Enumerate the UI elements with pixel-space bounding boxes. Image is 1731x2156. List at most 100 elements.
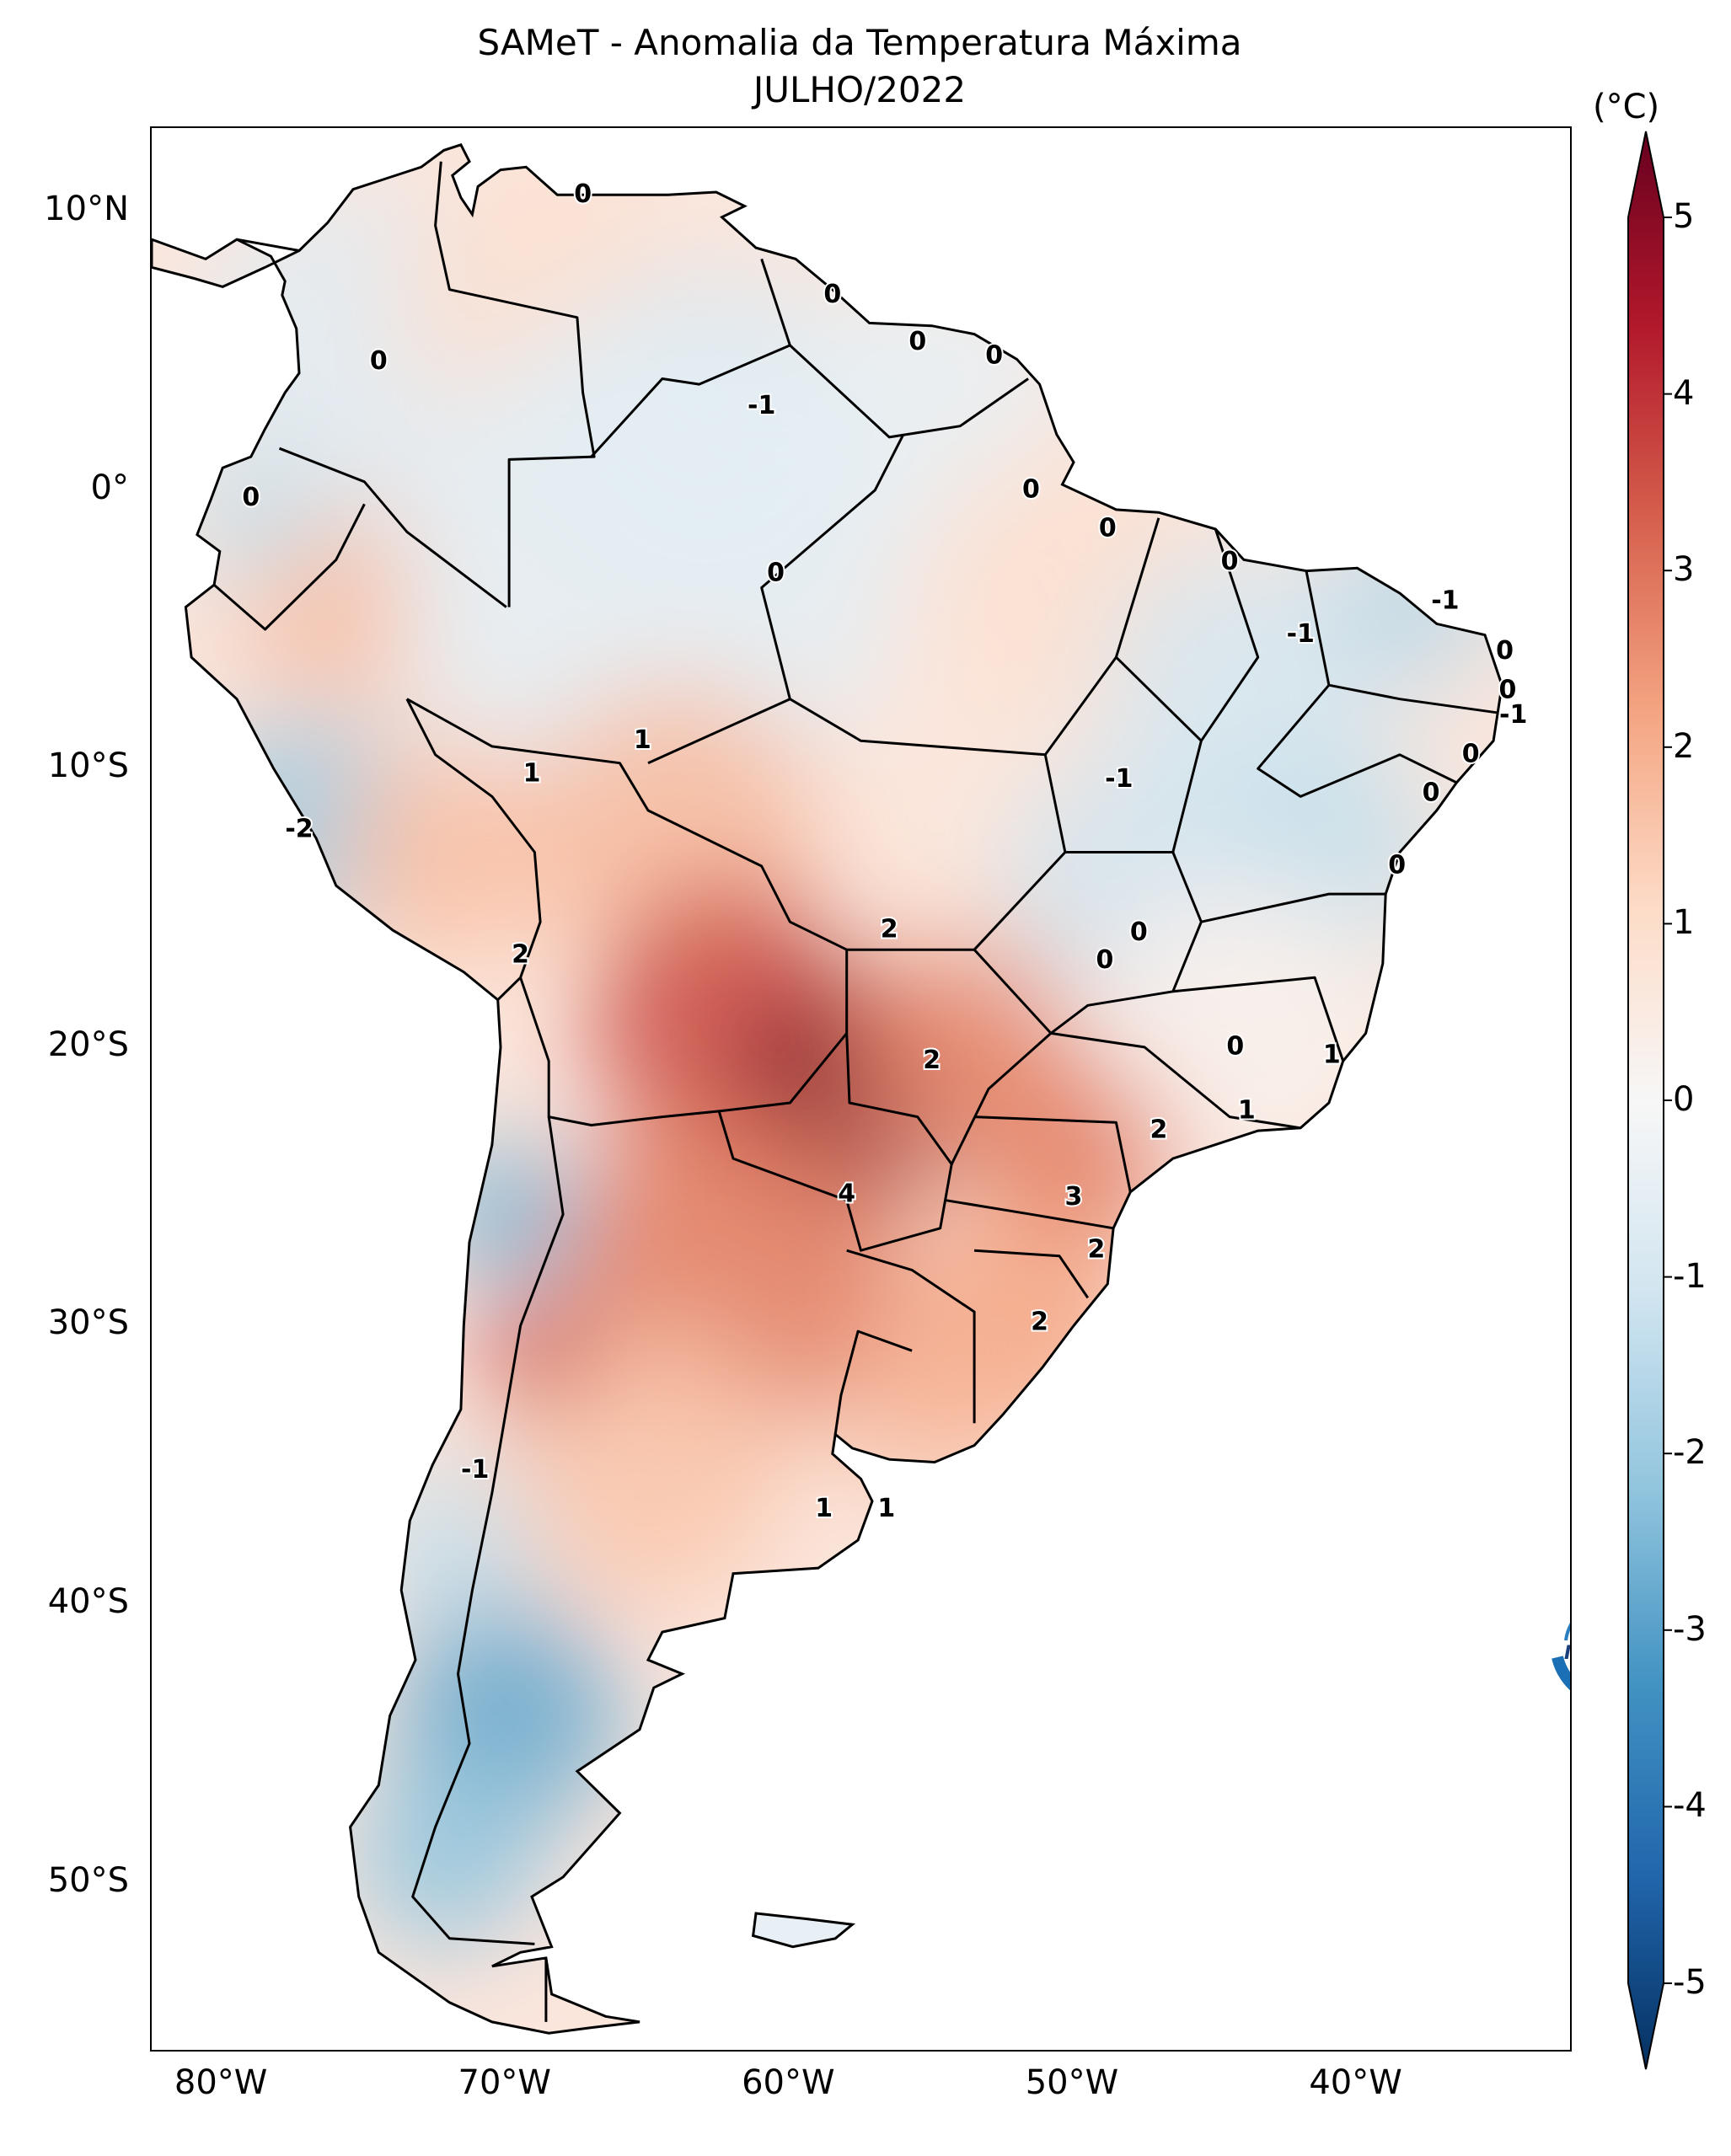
anomaly-region-30 [506,1938,620,2034]
border-line-4 [789,344,1029,439]
inpe-logo: INPE [1551,1623,1572,1691]
border-line-0 [278,447,507,608]
latitude-tick-label: 10°S [47,746,129,786]
contour-label: 4 [838,1180,855,1209]
colorbar-tick-label: 3 [1673,550,1695,590]
anomaly-region-25 [478,1297,592,1410]
latitude-tick-label: 20°S [47,1025,129,1064]
contour-label: 0 [1499,675,1517,704]
contour-label: 2 [1031,1308,1048,1337]
colorbar-tick-label: -2 [1673,1433,1707,1473]
map-subtitle: JULHO/2022 [753,69,967,110]
border-line-14 [1050,1031,1301,1130]
anomaly-field [180,156,1499,2034]
contour-label: 0 [1226,1031,1244,1061]
border-line-16 [946,1199,1114,1230]
colorbar-unit-label: (°C) [1593,88,1660,126]
contour-label: 2 [881,915,898,944]
anomaly-region-11 [335,741,564,964]
contour-label: 0 [370,346,388,376]
latitude-tick-label: 30°S [47,1303,129,1343]
border-line-9 [833,1329,913,1435]
contour-label: 0 [1462,739,1480,768]
contour-label: 2 [512,939,529,969]
border-line-2 [434,161,596,607]
border-line-3 [590,258,791,458]
longitude-tick-label: 80°W [174,2063,268,2102]
land-area [152,142,1503,2035]
contour-label: 0 [1496,636,1514,666]
latitude-tick-label: 0° [90,468,129,507]
latitude-tick-label: 10°N [44,190,129,229]
falkland-islands [751,1912,856,1949]
contour-label: 0 [908,327,926,356]
anomaly-region-6 [393,323,903,825]
map-panel: 0 0 0 0 0 0 -1 0 0 0 0 -1 -1 0 0 -1 0 0 0 1 1 -1 -2 2 0 0 2 2 0 1 2 1 4 3… [150,126,1572,2052]
latitude-tick-label: 50°S [47,1860,129,1900]
border-line-21 [1050,851,1203,1035]
contour-label: 0 [1096,945,1114,975]
colorbar-tick-label: -5 [1673,1963,1707,2002]
contour-label: 1 [523,758,541,788]
contour-label: 0 [767,558,785,587]
colorbar-tick-label: -1 [1673,1256,1707,1296]
border-line-27 [236,238,300,252]
longitude-tick-label: 70°W [458,2063,551,2102]
border-line-20 [1064,656,1203,853]
contour-label: 1 [877,1494,895,1523]
longitude-tick-label: 50°W [1025,2063,1119,2102]
logo-text: INPE [1564,1643,1572,1664]
colorbar-gradient [1627,131,1664,2070]
contour-label: 0 [1423,778,1440,808]
contour-label: 0 [823,280,841,309]
contour-label: 1 [1238,1095,1256,1125]
anomaly-region-23 [846,1325,1017,1493]
contour-label: 3 [1065,1182,1083,1212]
contour-label: 2 [1150,1115,1167,1145]
contour-label: -1 [1499,700,1527,730]
contour-label: 0 [574,179,592,209]
colorbar-tick-label: -4 [1673,1786,1707,1826]
border-line-8 [846,1249,976,1424]
coastline [152,142,1503,2035]
contour-label: 0 [1099,514,1117,543]
anomaly-region-29 [350,1757,549,1953]
contour-label: 0 [1022,474,1040,504]
colorbar-tick-label: -3 [1673,1609,1707,1649]
contour-label: 1 [815,1494,833,1523]
border-line-22 [1200,528,1260,742]
border-line-25 [1201,892,1386,923]
border-line-1 [213,503,366,631]
colorbar-tick-label: 0 [1673,1080,1695,1119]
latitude-tick-label: 40°S [47,1582,129,1622]
colorbar-ticks [1664,217,1672,1984]
contour-label: 0 [242,483,260,512]
map-title: SAMeT - Anomalia da Temperatura Máxima [477,22,1242,63]
contour-label: -1 [1431,586,1459,615]
contour-label: 0 [1388,851,1406,880]
colorbar-tick-label: 4 [1673,373,1695,413]
contour-label: 2 [923,1046,941,1075]
anomaly-region-16 [1101,880,1386,1159]
contour-label: 1 [1323,1040,1341,1069]
contour-label: -1 [1105,764,1133,794]
country-borders [213,161,1500,2022]
contour-label: 0 [1221,547,1239,576]
border-line-24 [1328,683,1500,714]
contour-label: -1 [461,1455,489,1485]
longitude-tick-label: 40°W [1309,2063,1402,2102]
border-line-18 [760,433,905,700]
anomaly-region-5 [180,448,322,588]
contour-label: -2 [285,815,313,844]
contour-label: 0 [985,341,1003,371]
border-line-15 [974,1115,1132,1193]
border-line-7 [717,1033,953,1252]
border-line-13 [950,949,1053,1165]
colorbar-tick-label: 5 [1673,197,1695,236]
border-line-17 [974,1249,1090,1299]
contour-label: 1 [634,725,651,755]
colorbar-tick-label: 2 [1673,726,1695,766]
